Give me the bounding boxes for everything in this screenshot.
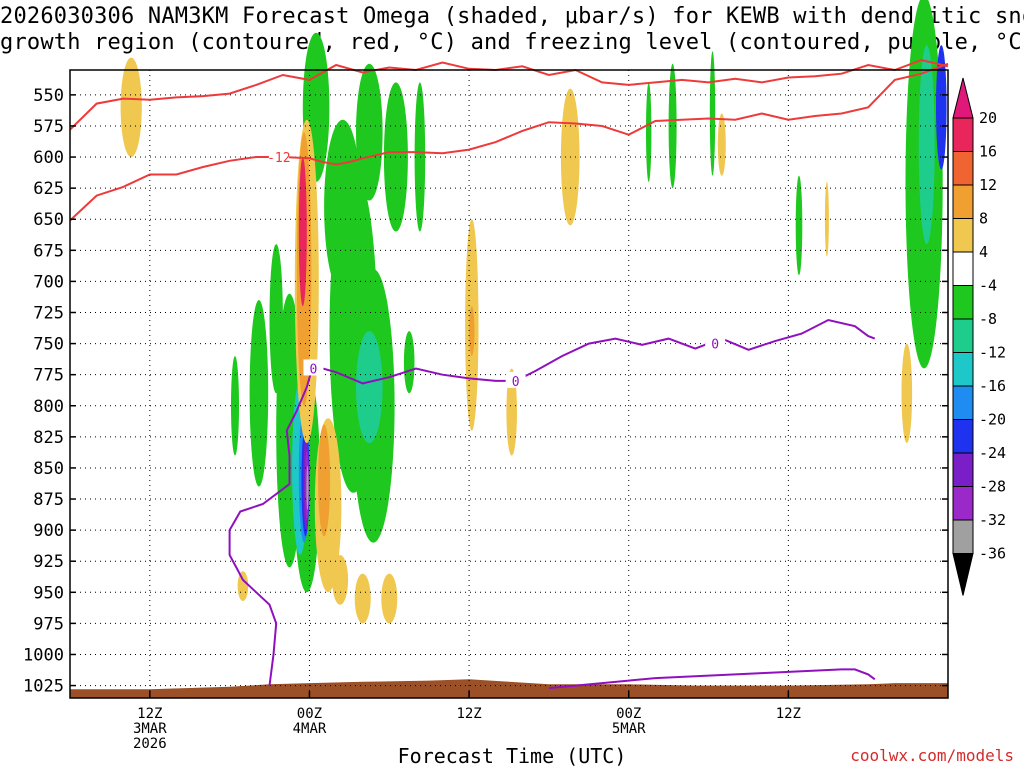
x-tick-label: 4MAR (293, 721, 327, 737)
colorbar-label: -20 (979, 411, 1006, 429)
dgz-lower-contour (69, 62, 949, 222)
y-tick-label: 950 (33, 583, 64, 603)
colorbar-swatch (952, 251, 974, 286)
y-tick-label: 625 (33, 179, 64, 199)
omega-downward-region (332, 555, 349, 605)
colorbar-label: -16 (979, 377, 1006, 395)
omega-strong-upward (936, 45, 947, 170)
y-tick-label: 725 (33, 303, 64, 323)
y-tick-label: 675 (33, 241, 64, 261)
colorbar-swatch (952, 486, 974, 521)
omega-upward-region (414, 82, 426, 232)
colorbar-label: 16 (979, 143, 997, 161)
colorbar-swatch (952, 318, 974, 353)
colorbar-swatch (952, 184, 974, 219)
colorbar-label: -28 (979, 478, 1006, 496)
omega-moderate-downward (469, 306, 475, 356)
freezing-level-contour-low (548, 668, 876, 690)
y-tick-label: 800 (33, 397, 64, 417)
colorbar-label: -36 (979, 545, 1006, 563)
colorbar-label: 20 (979, 109, 997, 127)
y-tick-label: 750 (33, 335, 64, 355)
freezing-contour-label-bg (705, 334, 726, 351)
colorbar-swatch (952, 285, 974, 320)
y-tick-label: 875 (33, 490, 64, 510)
x-tick-label: 5MAR (612, 721, 646, 737)
colorbar-swatch (952, 117, 974, 152)
colorbar-label: -8 (979, 310, 997, 328)
x-tick-label: 3MAR (133, 721, 167, 737)
y-tick-label: 600 (33, 148, 64, 168)
omega-strong-upward (918, 45, 935, 245)
plot-frame (69, 69, 949, 699)
omega-upward-region (356, 63, 383, 201)
x-tick-label: 00Z (616, 706, 641, 722)
x-tick-label: 12Z (137, 706, 162, 722)
omega-downward-region (120, 57, 142, 157)
omega-upward-region (795, 175, 803, 276)
freezing-contour-label-bg (303, 359, 324, 376)
omega-strong-upward (306, 465, 309, 511)
freezing-contour-label: 0 (310, 362, 318, 377)
y-tick-label: 900 (33, 521, 64, 541)
colorbar-label: -4 (979, 277, 997, 295)
colorbar-swatch (952, 419, 974, 454)
chart-title-line1: 2026030306 NAM3KM Forecast Omega (shaded… (0, 4, 1024, 29)
freezing-contour-label: 0 (711, 338, 719, 353)
y-tick-label: 775 (33, 366, 64, 386)
dgz-contour-label: -12 (267, 151, 290, 166)
colorbar-top-arrow (952, 77, 974, 119)
colorbar-label: 8 (979, 210, 988, 228)
y-tick-label: 700 (33, 272, 64, 292)
omega-strong-upward (356, 331, 383, 444)
colorbar-bottom-arrow (952, 553, 974, 596)
freezing-contour-label-bg (505, 371, 526, 388)
colorbar-label: -24 (979, 444, 1006, 462)
omega-upward-region (646, 82, 652, 182)
dgz-contour-label-bg (268, 148, 289, 165)
site-credit[interactable]: coolwx.com/models (850, 746, 1014, 765)
y-tick-label: 575 (33, 117, 64, 137)
omega-downward-region (381, 573, 398, 624)
omega-downward-region (901, 343, 913, 443)
omega-strong-downward (298, 157, 307, 307)
x-tick-label: 2026 (133, 736, 167, 752)
colorbar-label: 12 (979, 176, 997, 194)
omega-downward-region (717, 113, 726, 176)
colorbar-label: -32 (979, 511, 1006, 529)
omega-upward-region (249, 300, 269, 487)
freezing-contour-label: 0 (512, 375, 520, 390)
x-tick-label: 00Z (297, 706, 322, 722)
colorbar-swatch (952, 519, 974, 554)
dgz-upper-contour (69, 59, 949, 131)
omega-downward-region (506, 368, 517, 456)
chart-title-line2: growth region (contoured, red, °C) and f… (0, 30, 1024, 55)
omega-downward-region (824, 181, 829, 257)
y-tick-label: 975 (33, 614, 64, 634)
y-tick-label: 925 (33, 552, 64, 572)
x-tick-label: 12Z (776, 706, 801, 722)
y-tick-label: 550 (33, 86, 64, 106)
y-tick-label: 650 (33, 210, 64, 230)
omega-moderate-downward (318, 424, 331, 537)
colorbar-swatch (952, 452, 974, 487)
colorbar-label: 4 (979, 243, 988, 261)
terrain-ground (70, 679, 948, 698)
y-tick-label: 825 (33, 428, 64, 448)
colorbar-swatch (952, 385, 974, 420)
colorbar-swatch (952, 218, 974, 253)
omega-upward-region (403, 331, 415, 394)
colorbar-swatch (952, 151, 974, 186)
omega-downward-region (354, 573, 371, 624)
omega-downward-region (237, 571, 249, 601)
y-tick-label: 1025 (23, 677, 64, 697)
colorbar-swatch (952, 352, 974, 387)
x-axis-title: Forecast Time (UTC) (397, 744, 627, 768)
freezing-level-contour (228, 318, 876, 686)
x-tick-label: 12Z (456, 706, 481, 722)
y-tick-label: 1000 (23, 645, 64, 665)
y-tick-label: 850 (33, 459, 64, 479)
colorbar-label: -12 (979, 344, 1006, 362)
